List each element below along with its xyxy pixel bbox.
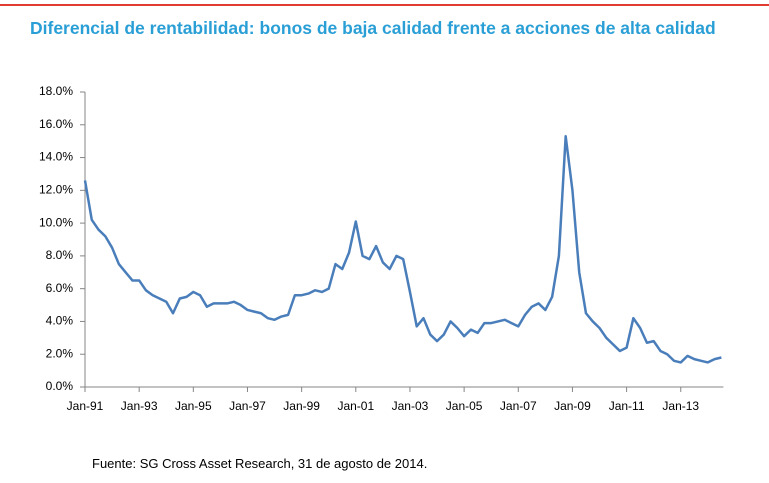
- y-tick-label: 14.0%: [39, 150, 73, 164]
- x-tick-label: Jan-91: [67, 399, 104, 413]
- series-line: [83, 135, 722, 364]
- y-tick-label: 2.0%: [46, 346, 74, 360]
- x-tick-label: Jan-95: [175, 399, 212, 413]
- y-tick-label: 12.0%: [39, 183, 73, 197]
- x-tick-label: Jan-93: [121, 399, 158, 413]
- x-tick-label: Jan-03: [392, 399, 429, 413]
- y-tick-label: 4.0%: [46, 314, 74, 328]
- x-tick-label: Jan-11: [609, 399, 645, 413]
- y-tick-label: 8.0%: [46, 248, 74, 262]
- y-tick-label: 16.0%: [39, 117, 73, 131]
- x-tick-label: Jan-07: [500, 399, 537, 413]
- x-tick-label: Jan-13: [662, 399, 699, 413]
- x-tick-label: Jan-05: [446, 399, 483, 413]
- x-tick-label: Jan-09: [554, 399, 591, 413]
- chart-title: Diferencial de rentabilidad: bonos de ba…: [30, 18, 716, 38]
- x-tick-label: Jan-99: [283, 399, 320, 413]
- y-tick-label: 0.0%: [46, 379, 74, 393]
- x-tick-label: Jan-97: [229, 399, 266, 413]
- y-tick-label: 6.0%: [46, 281, 74, 295]
- top-rule: [0, 4, 769, 6]
- x-tick-label: Jan-01: [337, 399, 374, 413]
- y-tick-label: 18.0%: [39, 84, 73, 98]
- source-note: Fuente: SG Cross Asset Research, 31 de a…: [92, 456, 428, 471]
- y-tick-label: 10.0%: [39, 215, 73, 229]
